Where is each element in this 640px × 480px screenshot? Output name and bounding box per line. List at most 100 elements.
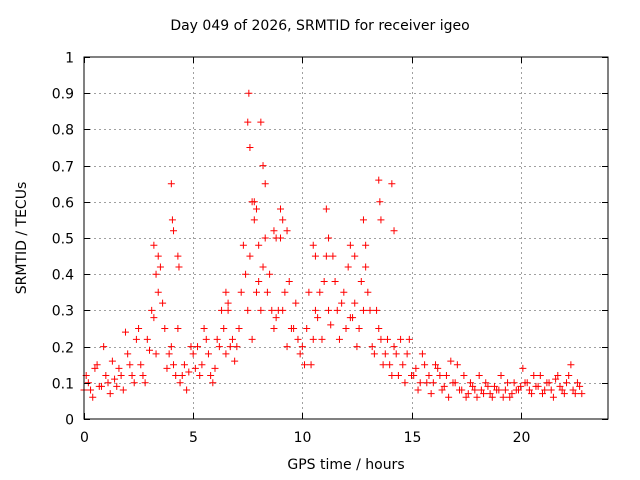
data-point: [111, 375, 119, 383]
data-point: [532, 382, 540, 390]
data-point: [287, 325, 295, 332]
grid: [84, 57, 608, 419]
data-point: [449, 379, 457, 387]
data-point: [364, 288, 372, 296]
data-point: [244, 118, 252, 126]
data-point: [351, 299, 359, 307]
y-tick-label: 0.7: [52, 160, 74, 176]
data-point: [108, 357, 116, 365]
data-point: [554, 372, 562, 380]
data-point: [245, 89, 253, 97]
data-point: [248, 198, 256, 206]
data-point: [174, 252, 182, 260]
data-point: [165, 350, 173, 358]
data-point: [161, 325, 169, 332]
data-point: [349, 314, 357, 322]
data-point: [211, 364, 219, 372]
data-point: [95, 382, 103, 390]
data-point: [228, 335, 236, 343]
data-point: [560, 390, 568, 398]
data-point: [416, 379, 424, 387]
data-point: [362, 241, 370, 249]
data-point: [222, 288, 230, 296]
data-point: [379, 361, 387, 369]
data-point: [438, 386, 446, 394]
data-point: [154, 288, 162, 296]
data-point: [493, 386, 501, 394]
data-point: [453, 361, 461, 369]
data-point: [132, 335, 140, 343]
data-point: [329, 252, 337, 260]
data-point: [301, 361, 309, 369]
data-point: [156, 263, 164, 271]
data-point: [556, 382, 564, 390]
data-point: [170, 227, 178, 235]
data-point: [261, 180, 269, 188]
data-point: [224, 299, 232, 307]
data-point: [196, 372, 204, 380]
data-point: [106, 390, 114, 398]
data-point: [272, 234, 280, 242]
y-tick-label: 0: [65, 413, 74, 429]
data-point: [167, 180, 175, 188]
data-point: [311, 306, 319, 314]
y-tick-label: 0.8: [52, 123, 74, 139]
data-point: [366, 306, 374, 314]
data-point: [386, 361, 394, 369]
data-point: [325, 306, 333, 314]
data-point: [322, 205, 330, 213]
data-point: [442, 372, 450, 380]
data-point: [563, 379, 571, 387]
data-point: [119, 386, 127, 394]
data-point: [517, 382, 525, 390]
data-point: [279, 216, 287, 224]
data-point: [340, 288, 348, 296]
data-point: [429, 379, 437, 387]
data-point: [499, 393, 507, 401]
data-point: [309, 241, 317, 249]
data-point: [303, 325, 311, 332]
y-axis-label: SRMTID / TECUs: [14, 181, 30, 295]
data-point: [272, 314, 280, 322]
data-point: [519, 364, 527, 372]
data-point: [128, 372, 136, 380]
data-point: [93, 361, 101, 369]
data-point: [549, 393, 557, 401]
data-point: [359, 216, 367, 224]
data-point: [104, 379, 112, 387]
data-point: [283, 343, 291, 351]
data-point: [113, 382, 121, 390]
data-point: [377, 335, 385, 343]
data-point: [488, 393, 496, 401]
data-point: [233, 343, 241, 351]
data-point: [490, 382, 498, 390]
data-point: [242, 270, 250, 278]
data-point: [405, 335, 413, 343]
data-point: [469, 382, 477, 390]
data-point: [506, 393, 514, 401]
data-point: [318, 335, 326, 343]
y-tick-label: 0.2: [52, 341, 74, 357]
data-point: [255, 241, 263, 249]
data-point: [501, 386, 509, 394]
data-point: [141, 379, 149, 387]
data-point: [397, 335, 405, 343]
data-point: [353, 343, 361, 351]
data-point: [257, 118, 265, 126]
data-point: [445, 393, 453, 401]
data-point: [209, 379, 217, 387]
y-tick-label: 0.4: [52, 268, 74, 284]
data-point: [388, 180, 396, 188]
data-point: [257, 306, 265, 314]
data-point: [425, 372, 433, 380]
data-point: [381, 350, 389, 358]
y-tick-label: 0.5: [52, 232, 74, 248]
data-point: [89, 393, 97, 401]
y-tick-label: 0.9: [52, 87, 74, 103]
data-point: [91, 364, 99, 372]
data-point: [252, 205, 260, 213]
data-point: [373, 306, 381, 314]
data-point: [335, 335, 343, 343]
chart-title: Day 049 of 2026, SRMTID for receiver ige…: [170, 18, 470, 34]
data-point: [342, 325, 350, 332]
